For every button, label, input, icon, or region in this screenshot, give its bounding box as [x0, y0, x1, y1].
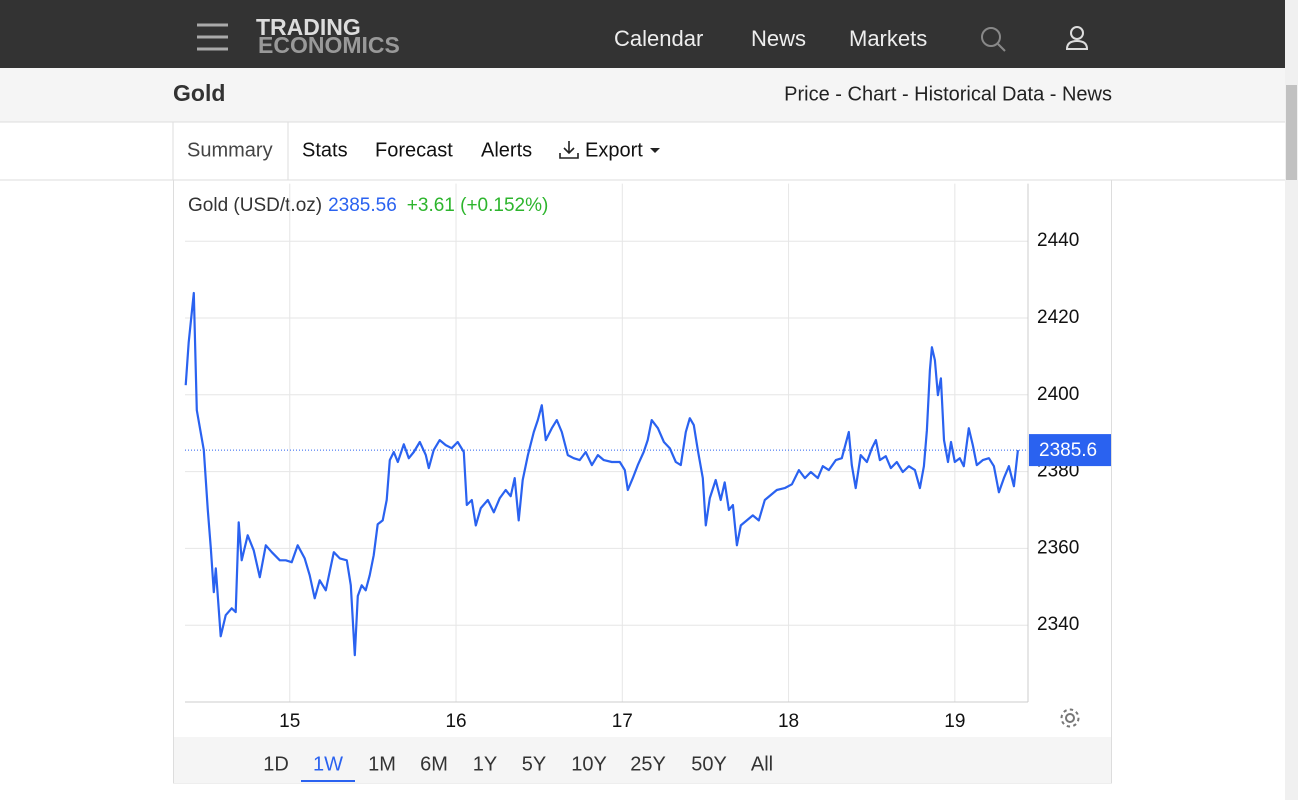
x-tick-label: 16	[445, 711, 466, 732]
scroll-thumb[interactable]	[1286, 85, 1297, 180]
price-line	[184, 291, 1019, 657]
nav-link[interactable]: Markets	[849, 26, 927, 51]
range-button[interactable]: 5Y	[522, 753, 546, 775]
quote-price: 2385.56	[328, 195, 397, 216]
quote: Gold (USD/t.oz) 2385.56 +3.61 (+0.152%)	[188, 195, 548, 216]
range-button[interactable]: All	[751, 753, 773, 775]
search-icon[interactable]	[981, 27, 1006, 52]
tab[interactable]: Export	[585, 139, 643, 161]
y-tick-label: 2340	[1037, 614, 1079, 635]
x-tick-label: 17	[612, 711, 633, 732]
menu-icon[interactable]	[197, 23, 228, 51]
range-button[interactable]: 1Y	[473, 753, 497, 775]
export-icon	[559, 141, 579, 159]
nav-link[interactable]: News	[751, 26, 806, 51]
tab[interactable]: Summary	[187, 139, 273, 161]
range-button[interactable]: 6M	[420, 753, 448, 775]
y-tick-label: 2400	[1037, 384, 1079, 405]
subheader	[0, 68, 1285, 122]
y-tick-label: 2420	[1037, 307, 1079, 328]
quote-change: +3.61 (+0.152%)	[407, 195, 549, 216]
y-tick-label: 2440	[1037, 230, 1079, 251]
tab[interactable]: Alerts	[481, 139, 532, 161]
quote-name: Gold (USD/t.oz)	[188, 195, 322, 216]
range-button[interactable]: 10Y	[571, 753, 607, 775]
range-button[interactable]: 50Y	[691, 753, 727, 775]
y-tick-label: 2360	[1037, 537, 1079, 558]
caret	[650, 148, 660, 153]
range-button[interactable]: 1M	[368, 753, 396, 775]
settings-icon[interactable]	[1060, 708, 1080, 728]
x-tick-label: 15	[279, 711, 300, 732]
x-tick-label: 19	[944, 711, 965, 732]
range-button[interactable]: 25Y	[630, 753, 666, 775]
page-title: Gold	[173, 80, 225, 106]
tab[interactable]: Forecast	[375, 139, 453, 161]
user-icon[interactable]	[1065, 26, 1089, 50]
nav-link[interactable]: Calendar	[614, 26, 703, 51]
last-price-label: 2385.6	[1039, 440, 1097, 461]
tab[interactable]: Stats	[302, 139, 348, 161]
last-price-box	[1029, 434, 1111, 467]
scrollbar[interactable]	[1285, 0, 1298, 800]
logo-bottom[interactable]: ECONOMICS	[258, 32, 400, 58]
x-tick-label: 18	[778, 711, 799, 732]
active-tab	[172, 121, 289, 180]
sub-links[interactable]: Price - Chart - Historical Data - News	[784, 83, 1112, 105]
range-button[interactable]: 1W	[313, 753, 343, 775]
range-bar	[174, 737, 1111, 783]
chart-panel	[173, 179, 1112, 784]
logo-top[interactable]: TRADING	[256, 14, 361, 40]
range-button[interactable]: 1D	[263, 753, 289, 775]
